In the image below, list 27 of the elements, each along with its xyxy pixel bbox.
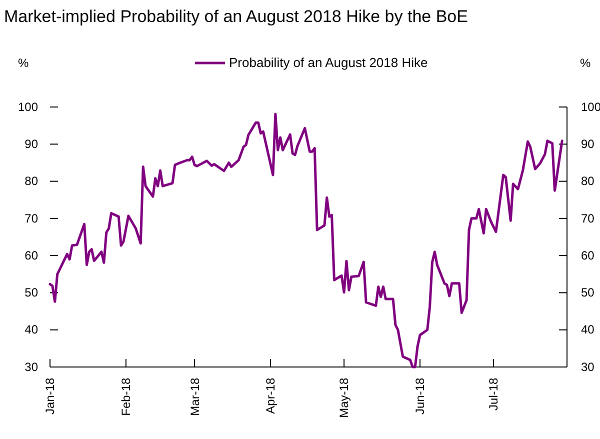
x-tick-label: Feb-18 [119,377,134,416]
x-tick-label: Jan-18 [43,377,58,415]
x-tick-label: Jul-18 [486,377,501,410]
x-tick-label: Apr-18 [264,377,278,414]
y2-tick-label: 30 [581,360,595,374]
x-tick-label: May-18 [337,377,352,418]
y-tick-label: 70 [24,211,38,226]
y2-tick-label: 50 [581,286,595,300]
y-tick-label: 100 [18,100,38,114]
line-series [48,112,564,368]
y-tick-label: 60 [24,248,38,262]
y-tick-label: 40 [24,322,38,337]
y-axis-title: % [18,56,29,70]
y2-tick-label: 60 [581,248,595,262]
y-tick-label: 50 [24,286,38,300]
y2-tick-label: 70 [581,211,595,226]
y2-tick-label: 90 [581,136,595,151]
y-tick-label: 30 [24,360,38,374]
chart-title: Market-implied Probability of an August 2018 Hike by the BoE [4,7,468,26]
x-tick-label: Mar-18 [188,377,202,416]
y-tick-label: 90 [24,136,38,151]
y2-tick-label: 40 [581,322,595,337]
x-tick-label: Jun-18 [413,377,428,415]
y2-tick-label: 80 [581,174,595,188]
y2-axis-title: % [580,56,591,70]
legend-label: Probability of an August 2018 Hike [229,55,428,70]
y-tick-label: 80 [24,174,38,188]
